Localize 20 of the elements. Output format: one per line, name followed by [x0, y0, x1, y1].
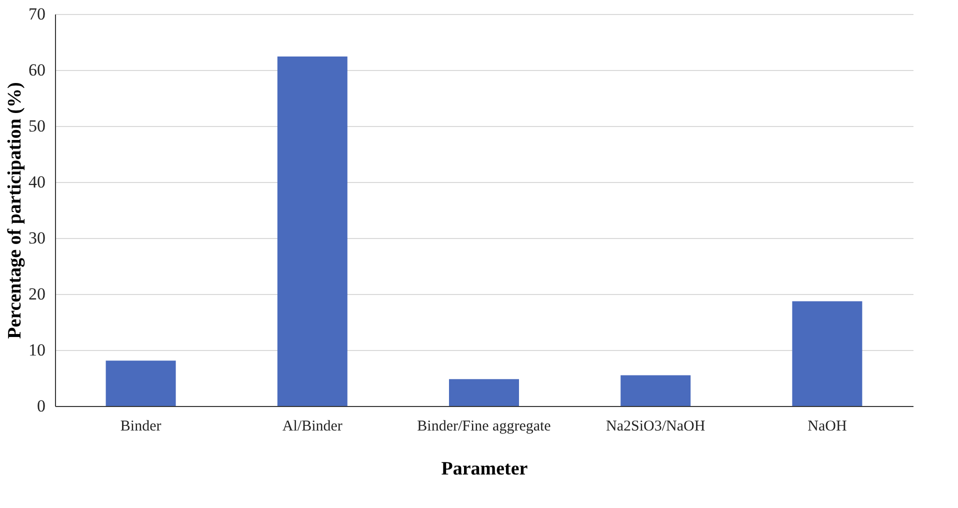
y-tick-label: 70	[28, 4, 46, 24]
x-tick-label: NaOH	[808, 418, 847, 434]
x-tick-label: Na2SiO3/NaOH	[606, 418, 706, 434]
x-axis-title: Parameter	[441, 458, 528, 480]
bar	[449, 379, 519, 406]
y-tick-label: 10	[28, 340, 46, 360]
x-tick-label: Binder/Fine aggregate	[417, 418, 552, 434]
x-tick-label: Al/Binder	[282, 418, 342, 434]
y-axis-title: Percentage of participation (%)	[4, 82, 26, 339]
bar	[792, 301, 862, 406]
bar	[106, 360, 176, 406]
y-tick-label: 20	[28, 284, 46, 304]
bar	[277, 56, 348, 406]
x-tick-label: Binder	[120, 418, 162, 434]
y-tick-label: 0	[37, 396, 46, 416]
y-tick-label: 60	[28, 60, 46, 80]
y-tick-label: 50	[28, 116, 46, 136]
y-tick-label: 30	[28, 228, 46, 248]
y-tick-label: 40	[28, 172, 46, 192]
bar	[620, 375, 691, 406]
